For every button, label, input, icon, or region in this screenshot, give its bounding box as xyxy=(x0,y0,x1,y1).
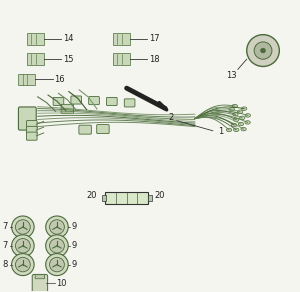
Circle shape xyxy=(16,257,30,272)
Ellipse shape xyxy=(245,121,250,124)
Text: 8: 8 xyxy=(3,260,8,269)
Circle shape xyxy=(254,42,272,59)
Circle shape xyxy=(247,35,279,67)
Circle shape xyxy=(16,239,30,253)
Text: 20: 20 xyxy=(86,191,97,200)
Ellipse shape xyxy=(245,114,250,117)
Circle shape xyxy=(12,253,34,276)
Circle shape xyxy=(16,220,30,234)
FancyBboxPatch shape xyxy=(32,274,48,292)
FancyBboxPatch shape xyxy=(97,125,109,133)
Ellipse shape xyxy=(232,104,237,108)
Circle shape xyxy=(46,253,68,276)
FancyBboxPatch shape xyxy=(105,192,148,204)
Ellipse shape xyxy=(241,127,246,131)
Text: 15: 15 xyxy=(63,55,74,64)
Text: 17: 17 xyxy=(149,34,160,44)
Text: 13: 13 xyxy=(226,71,236,80)
FancyBboxPatch shape xyxy=(89,97,99,105)
FancyBboxPatch shape xyxy=(27,33,44,45)
Circle shape xyxy=(50,257,64,272)
Text: 2: 2 xyxy=(168,113,173,122)
Ellipse shape xyxy=(242,107,247,110)
Text: 9: 9 xyxy=(72,241,77,250)
FancyBboxPatch shape xyxy=(113,33,130,45)
Ellipse shape xyxy=(238,122,244,126)
Ellipse shape xyxy=(234,128,239,132)
Text: 10: 10 xyxy=(56,279,67,288)
Text: 16: 16 xyxy=(54,75,64,84)
FancyBboxPatch shape xyxy=(148,195,152,201)
Text: 20: 20 xyxy=(155,191,165,200)
Text: 18: 18 xyxy=(149,55,160,64)
Ellipse shape xyxy=(231,123,237,127)
Text: 9: 9 xyxy=(72,260,77,269)
FancyBboxPatch shape xyxy=(26,121,37,129)
FancyBboxPatch shape xyxy=(18,74,35,85)
FancyBboxPatch shape xyxy=(26,132,37,140)
FancyBboxPatch shape xyxy=(113,53,130,65)
FancyBboxPatch shape xyxy=(35,275,45,279)
FancyBboxPatch shape xyxy=(27,53,44,65)
FancyBboxPatch shape xyxy=(18,107,36,130)
Circle shape xyxy=(261,48,266,53)
Circle shape xyxy=(50,239,64,253)
Ellipse shape xyxy=(229,107,234,111)
FancyBboxPatch shape xyxy=(102,195,106,201)
FancyBboxPatch shape xyxy=(26,126,37,134)
FancyBboxPatch shape xyxy=(106,98,117,105)
FancyBboxPatch shape xyxy=(61,104,74,113)
Circle shape xyxy=(12,216,34,238)
Circle shape xyxy=(46,235,68,257)
Text: 14: 14 xyxy=(63,34,74,44)
Ellipse shape xyxy=(238,110,243,113)
Ellipse shape xyxy=(234,118,239,121)
Text: 7: 7 xyxy=(3,241,8,250)
Ellipse shape xyxy=(226,128,232,132)
Ellipse shape xyxy=(233,113,238,116)
Circle shape xyxy=(50,220,64,234)
Ellipse shape xyxy=(240,116,245,119)
Text: 7: 7 xyxy=(3,223,8,232)
Circle shape xyxy=(46,216,68,238)
Text: 1: 1 xyxy=(219,127,224,136)
FancyBboxPatch shape xyxy=(124,99,135,107)
Text: 9: 9 xyxy=(72,223,77,232)
FancyBboxPatch shape xyxy=(53,98,64,105)
Circle shape xyxy=(12,235,34,257)
FancyBboxPatch shape xyxy=(79,125,92,134)
FancyBboxPatch shape xyxy=(71,96,82,104)
